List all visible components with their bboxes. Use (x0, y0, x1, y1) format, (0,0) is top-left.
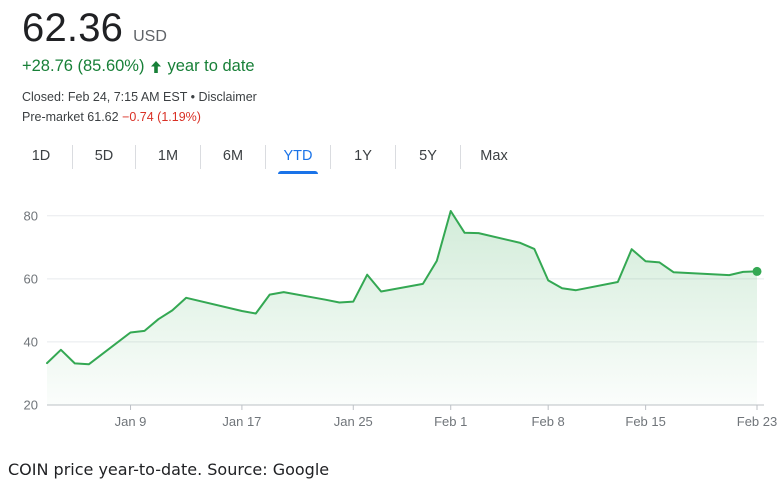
x-tick-label: Jan 9 (115, 414, 147, 429)
premarket-change: −0.74 (1.19%) (122, 110, 201, 124)
y-tick-label: 20 (24, 398, 38, 413)
closed-info: Closed: Feb 24, 7:15 AM EST • Disclaimer (22, 90, 257, 104)
x-tick-label: Jan 17 (222, 414, 261, 429)
closed-text: Closed: Feb 24, 7:15 AM EST (22, 90, 188, 104)
chart-caption: COIN price year-to-date. Source: Google (8, 460, 330, 479)
x-tick-label: Feb 23 (737, 414, 777, 429)
current-price-dot (752, 266, 762, 276)
y-tick-label: 60 (24, 271, 38, 286)
price-line (46, 210, 758, 366)
current-price: 62.36 (22, 6, 124, 50)
x-tick-label: Feb 8 (532, 414, 565, 429)
disclaimer-link[interactable]: Disclaimer (198, 90, 257, 104)
x-tick-label: Feb 15 (625, 414, 665, 429)
tab-divider (72, 145, 73, 169)
tab-divider (330, 145, 331, 169)
tab-divider (135, 145, 136, 169)
y-tick-label: 80 (24, 208, 38, 223)
range-tabs: 1D 5D 1M 6M YTD 1Y 5Y Max (10, 140, 527, 174)
tab-max[interactable]: Max (480, 148, 508, 164)
price-chart[interactable]: 20 40 60 80 Jan 9 Jan 17 Jan 25 Feb 1 Feb 8 Feb 1… (0, 190, 784, 440)
tab-divider (395, 145, 396, 169)
change-period: year to date (167, 57, 255, 75)
price-header: 62.36 USD (22, 6, 167, 51)
tab-ytd[interactable]: YTD (266, 140, 330, 174)
tab-1y[interactable]: 1Y (354, 148, 372, 164)
tab-1d[interactable]: 1D (31, 148, 51, 164)
tab-5y[interactable]: 5Y (419, 148, 437, 164)
tab-6m[interactable]: 6M (222, 148, 244, 164)
premarket-info: Pre-market 61.62 −0.74 (1.19%) (22, 110, 201, 124)
tab-divider (460, 145, 461, 169)
price-change: +28.76 (85.60%) year to date (22, 57, 255, 76)
x-tick-label: Feb 1 (434, 414, 467, 429)
price-area-fill (47, 211, 757, 405)
arrow-up-icon (151, 60, 162, 73)
tab-1m[interactable]: 1M (157, 148, 179, 164)
bullet-separator: • (187, 90, 199, 104)
y-tick-label: 40 (24, 334, 38, 349)
change-value: +28.76 (85.60%) (22, 57, 145, 75)
tab-5d[interactable]: 5D (94, 148, 114, 164)
premarket-label: Pre-market 61.62 (22, 110, 119, 124)
currency-label: USD (133, 28, 167, 45)
tab-divider (200, 145, 201, 169)
x-tick-label: Jan 25 (334, 414, 373, 429)
